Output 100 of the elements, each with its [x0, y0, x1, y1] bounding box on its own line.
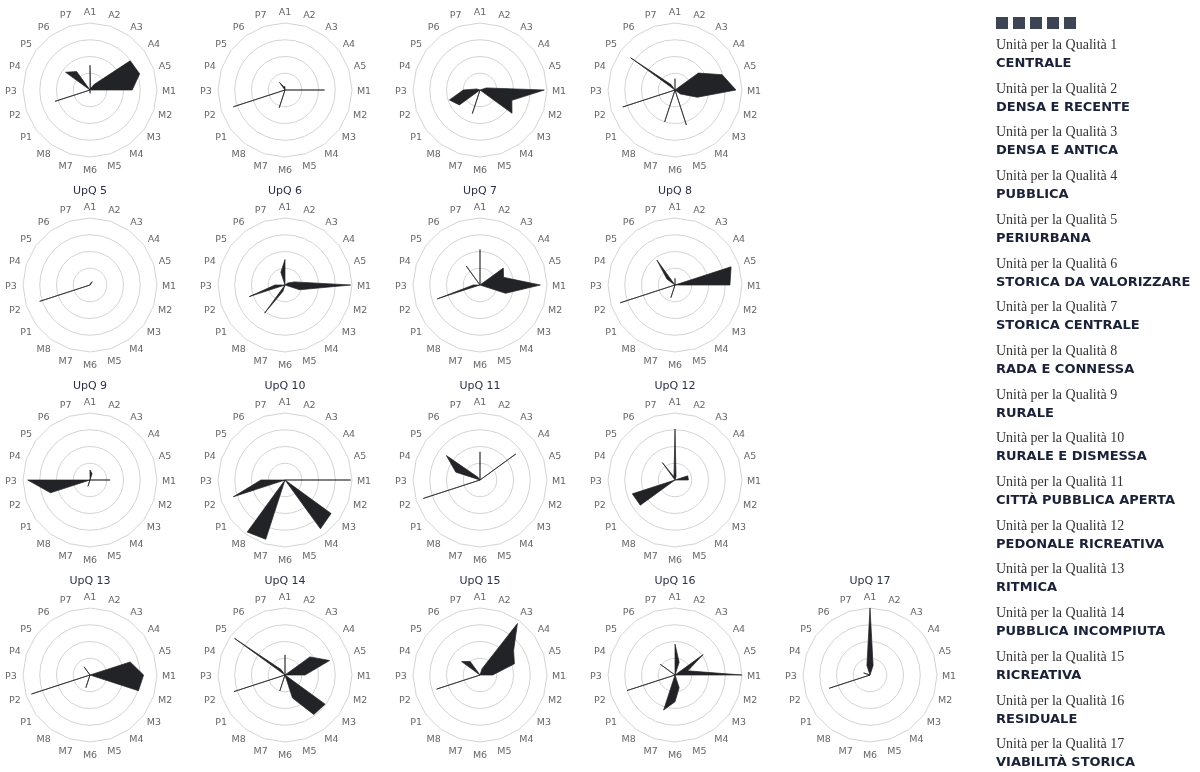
- spoke-label: M4: [714, 148, 729, 160]
- spoke-label: A3: [130, 410, 143, 422]
- spoke-label: A5: [353, 450, 367, 462]
- spoke-label: P7: [254, 594, 267, 606]
- spoke-label: M5: [302, 549, 317, 561]
- spoke-label: P2: [8, 303, 21, 315]
- spoke-label: P1: [20, 130, 32, 142]
- spoke-label: M2: [938, 693, 953, 705]
- spoke-label: M2: [743, 693, 758, 705]
- spoke-label: A4: [342, 623, 356, 635]
- spoke-label: P5: [215, 38, 227, 50]
- spoke-label: A4: [342, 233, 356, 245]
- spoke-label: P3: [5, 474, 17, 486]
- spoke-label: M7: [58, 354, 73, 366]
- spoke-label: P4: [398, 60, 411, 72]
- spoke-label: M8: [621, 733, 636, 745]
- spoke-label: P3: [785, 669, 797, 681]
- text: RICREATIVA: [996, 666, 1082, 682]
- spoke-label: P4: [593, 60, 606, 72]
- spoke-label: P4: [398, 255, 411, 267]
- spoke-label: P7: [449, 204, 462, 216]
- chart-title: UpQ 13: [69, 574, 111, 587]
- text: RESIDUALE: [996, 710, 1078, 726]
- chart-title: UpQ 14: [264, 574, 306, 587]
- spoke-label: P5: [215, 623, 227, 635]
- spoke-label: P4: [593, 645, 606, 657]
- text: Unità per la Qualità 3: [996, 124, 1118, 140]
- spoke-label: M3: [731, 715, 747, 727]
- spoke-label: A5: [158, 450, 172, 462]
- spoke-label: M8: [36, 343, 51, 355]
- spoke-label: A5: [743, 60, 757, 72]
- spoke-label: M2: [548, 693, 563, 705]
- spoke-label: P6: [622, 215, 635, 227]
- spoke-label: P3: [395, 669, 407, 681]
- spoke-label: P1: [215, 325, 227, 337]
- spoke-label: A4: [927, 623, 941, 635]
- spoke-label: P4: [203, 450, 216, 462]
- spoke-label: P1: [410, 325, 422, 337]
- spoke-label: A1: [278, 590, 292, 602]
- spoke-label: M2: [743, 303, 758, 315]
- spoke-label: P3: [395, 84, 407, 96]
- spoke-label: P3: [5, 279, 17, 291]
- spoke-label: A2: [303, 9, 316, 21]
- spoke-label: M5: [692, 549, 707, 561]
- spoke-label: M7: [838, 744, 853, 756]
- spoke-label: M3: [536, 715, 552, 727]
- spoke-label: M6: [667, 163, 683, 175]
- spoke-label: P1: [605, 130, 617, 142]
- spoke-label: M8: [426, 733, 441, 745]
- spoke-label: M5: [107, 744, 122, 756]
- spoke-label: P1: [215, 130, 227, 142]
- spoke-label: M5: [107, 549, 122, 561]
- spoke-label: M7: [643, 549, 658, 561]
- spoke-label: A1: [83, 395, 97, 407]
- spoke-label: M2: [353, 498, 368, 510]
- spoke-label: M7: [253, 549, 268, 561]
- spoke-label: P7: [254, 399, 267, 411]
- spoke-label: A3: [325, 20, 338, 32]
- spoke-label: P2: [398, 303, 411, 315]
- chart-title: UpQ 17: [849, 574, 891, 587]
- spoke-label: P1: [215, 520, 227, 532]
- spoke-label: M5: [497, 744, 512, 756]
- chart-title: UpQ 15: [459, 574, 501, 587]
- spoke-label: A1: [863, 590, 877, 602]
- spoke-label: M2: [158, 303, 173, 315]
- spoke-label: A2: [108, 399, 121, 411]
- spoke-label: P5: [215, 428, 227, 440]
- spoke-label: M5: [692, 159, 707, 171]
- spoke-label: A5: [353, 645, 367, 657]
- spoke-label: M6: [82, 748, 98, 760]
- spoke-label: A3: [715, 410, 728, 422]
- spoke-label: M2: [353, 693, 368, 705]
- spoke-label: M3: [731, 130, 747, 142]
- chart-title: UpQ 9: [72, 379, 108, 392]
- text: CITTÀ PUBBLICA APERTA: [996, 492, 1175, 507]
- spoke-label: P4: [8, 450, 21, 462]
- spoke-label: P5: [20, 38, 32, 50]
- spoke-label: M7: [643, 744, 658, 756]
- spoke-label: M8: [621, 148, 636, 160]
- spoke-label: P6: [622, 20, 635, 32]
- spoke-label: M6: [472, 553, 488, 565]
- spoke-label: M5: [107, 159, 122, 171]
- spoke-label: P5: [20, 233, 32, 245]
- spoke-label: A2: [693, 9, 706, 21]
- spoke-label: P3: [200, 279, 212, 291]
- spoke-label: P5: [410, 233, 422, 245]
- text: Unità per la Qualità 11: [996, 474, 1124, 489]
- spoke-label: P2: [593, 108, 606, 120]
- spoke-label: M1: [551, 474, 567, 486]
- spoke-label: A1: [668, 590, 682, 602]
- spoke-label: A5: [743, 255, 757, 267]
- spoke-label: A2: [303, 399, 316, 411]
- spoke-label: P4: [593, 450, 606, 462]
- chart-title: UpQ 16: [654, 574, 696, 587]
- spoke-label: M5: [107, 354, 122, 366]
- spoke-label: A2: [498, 399, 511, 411]
- spoke-label: A2: [498, 9, 511, 21]
- spoke-label: A3: [520, 20, 533, 32]
- spoke-label: M5: [497, 549, 512, 561]
- spoke-label: A1: [668, 200, 682, 212]
